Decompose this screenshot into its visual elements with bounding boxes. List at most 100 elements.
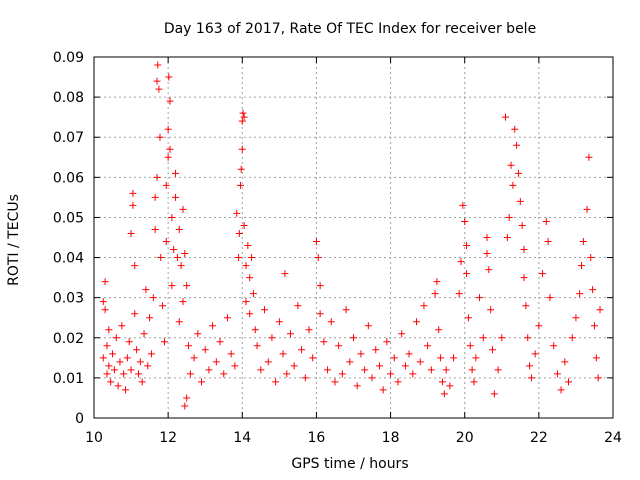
data-point [494, 366, 502, 374]
data-point [101, 306, 109, 314]
data-point [133, 346, 141, 354]
data-point [327, 318, 335, 326]
data-point [147, 350, 155, 358]
data-point [594, 374, 602, 382]
data-point [526, 362, 534, 370]
data-point [123, 354, 131, 362]
data-point [134, 370, 142, 378]
data-point [309, 354, 317, 362]
data-points [99, 61, 604, 410]
data-point [239, 109, 247, 117]
data-point [112, 334, 120, 342]
data-point [235, 229, 243, 237]
data-point [487, 306, 495, 314]
data-point [466, 342, 474, 350]
data-point [544, 238, 552, 246]
data-point [427, 366, 435, 374]
data-point [246, 274, 254, 282]
data-point [220, 370, 228, 378]
data-point [520, 246, 528, 254]
data-point [209, 322, 217, 330]
data-point [342, 306, 350, 314]
data-point [156, 133, 164, 141]
data-point [305, 326, 313, 334]
data-point [236, 181, 244, 189]
y-tick-label: 0.08 [53, 90, 84, 106]
data-point [490, 390, 498, 398]
data-point [249, 290, 257, 298]
data-point [120, 370, 128, 378]
data-point [138, 378, 146, 386]
data-point [286, 330, 294, 338]
x-tick-label: 14 [233, 430, 251, 446]
data-point [122, 386, 130, 394]
data-point [442, 366, 450, 374]
data-point [514, 169, 522, 177]
data-point [129, 201, 137, 209]
data-point [398, 330, 406, 338]
data-point [131, 262, 139, 270]
data-point [524, 334, 532, 342]
data-point [268, 334, 276, 342]
data-point [190, 354, 198, 362]
data-point [129, 189, 137, 197]
data-point [316, 282, 324, 290]
data-point [99, 298, 107, 306]
data-point [320, 338, 328, 346]
data-point [596, 306, 604, 314]
data-point [103, 370, 111, 378]
data-point [257, 366, 265, 374]
y-tick-label: 0.05 [53, 210, 84, 226]
data-point [379, 386, 387, 394]
data-point [550, 342, 558, 350]
y-axis-title: ROTI / TECUs [6, 194, 22, 286]
data-point [279, 350, 287, 358]
data-point [164, 125, 172, 133]
x-tick-label: 10 [85, 430, 103, 446]
data-point [479, 334, 487, 342]
data-point [261, 306, 269, 314]
data-point [212, 358, 220, 366]
x-tick-label: 12 [159, 430, 177, 446]
data-point [335, 342, 343, 350]
data-point [413, 318, 421, 326]
data-point [153, 77, 161, 85]
y-tick-label: 0 [75, 411, 84, 427]
data-point [194, 330, 202, 338]
data-point [162, 181, 170, 189]
data-point [110, 366, 118, 374]
data-point [162, 238, 170, 246]
data-point [240, 221, 248, 229]
data-point [324, 366, 332, 374]
data-point [264, 358, 272, 366]
y-axis-ticks: 0 0.01 0.02 0.03 0.04 0.05 0.06 0.07 0.08 0.09 [53, 50, 613, 427]
data-point [546, 294, 554, 302]
data-point [507, 161, 515, 169]
data-point [301, 374, 309, 382]
data-point [168, 282, 176, 290]
data-point [251, 326, 259, 334]
x-axis-ticks: 10 12 14 16 18 20 22 24 [85, 57, 622, 446]
data-point [105, 362, 113, 370]
data-point [155, 85, 163, 93]
data-point [248, 254, 256, 262]
data-point [173, 254, 181, 262]
data-point [483, 250, 491, 258]
data-point [281, 270, 289, 278]
data-point [383, 338, 391, 346]
data-point [509, 181, 517, 189]
data-point [242, 262, 250, 270]
data-point [223, 314, 231, 322]
data-point [353, 382, 361, 390]
data-point [489, 346, 497, 354]
data-point [290, 362, 298, 370]
data-point [201, 346, 209, 354]
data-point [164, 153, 172, 161]
data-point [233, 209, 241, 217]
data-point [401, 362, 409, 370]
data-point [116, 358, 124, 366]
data-point [518, 221, 526, 229]
data-point [253, 342, 261, 350]
data-point [364, 322, 372, 330]
